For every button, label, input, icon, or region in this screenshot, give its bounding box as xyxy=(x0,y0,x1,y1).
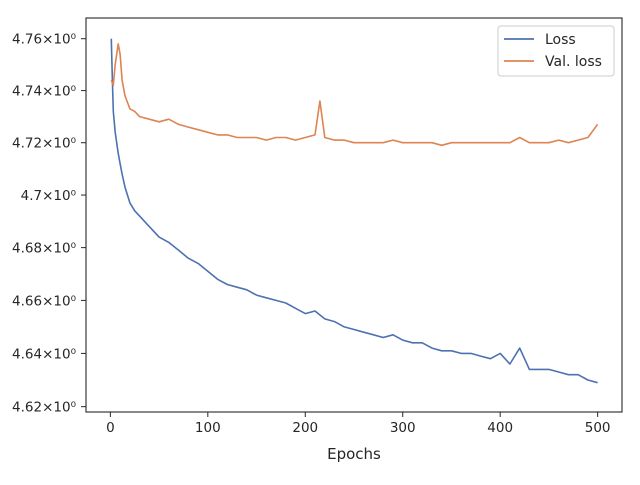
y-tick-label: 4.7×10⁰ xyxy=(21,188,76,204)
plot-frame xyxy=(85,17,623,413)
x-tick-label: 200 xyxy=(292,420,318,436)
legend-label: Val. loss xyxy=(545,54,602,70)
x-axis-title: Epochs xyxy=(327,445,381,463)
y-tick-label: 4.64×10⁰ xyxy=(12,346,76,362)
x-tick-label: 300 xyxy=(390,420,416,436)
y-tick-label: 4.68×10⁰ xyxy=(12,241,76,257)
y-tick-label: 4.72×10⁰ xyxy=(12,136,76,152)
series-line-val-loss xyxy=(110,43,599,147)
x-tick-label: 500 xyxy=(585,420,611,436)
x-tick-label: 100 xyxy=(195,420,221,436)
x-axis: 0 100 200 300 400 500 xyxy=(106,412,611,436)
y-tick-label: 4.62×10⁰ xyxy=(12,400,76,416)
x-tick-label: 0 xyxy=(106,420,115,436)
x-tick-label: 400 xyxy=(487,420,513,436)
plot-area xyxy=(86,18,622,412)
legend-label: Loss xyxy=(545,32,576,48)
y-axis: 4.62×10⁰ 4.64×10⁰ 4.66×10⁰ 4.68×10⁰ 4.7×10⁰ 4… xyxy=(12,32,86,416)
y-tick-label: 4.74×10⁰ xyxy=(12,84,76,100)
y-tick-label: 4.76×10⁰ xyxy=(12,32,76,48)
series-layer xyxy=(110,38,599,384)
y-tick-label: 4.66×10⁰ xyxy=(12,293,76,309)
legend: Loss Val. loss xyxy=(497,25,615,77)
series-line-loss xyxy=(110,38,598,384)
